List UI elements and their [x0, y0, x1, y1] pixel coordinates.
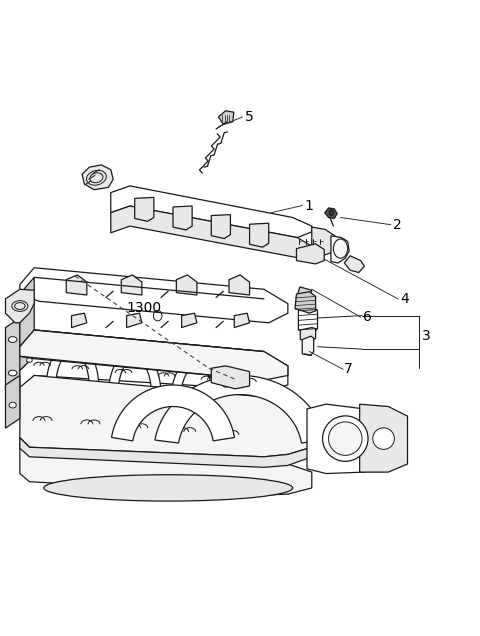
Polygon shape	[250, 223, 269, 247]
Polygon shape	[360, 404, 408, 472]
Ellipse shape	[8, 336, 17, 342]
Polygon shape	[5, 318, 20, 390]
Ellipse shape	[329, 210, 334, 216]
Polygon shape	[170, 356, 223, 406]
Polygon shape	[297, 244, 324, 264]
Polygon shape	[121, 275, 142, 295]
Polygon shape	[176, 275, 197, 295]
Polygon shape	[20, 268, 288, 323]
Polygon shape	[20, 277, 34, 347]
Polygon shape	[111, 385, 234, 441]
Text: 6: 6	[363, 310, 372, 324]
Polygon shape	[5, 289, 34, 323]
Polygon shape	[20, 330, 288, 380]
Ellipse shape	[323, 416, 368, 461]
Text: 3: 3	[422, 329, 431, 343]
Polygon shape	[234, 313, 250, 328]
Polygon shape	[300, 328, 316, 341]
Ellipse shape	[223, 383, 228, 387]
Ellipse shape	[26, 358, 32, 363]
Polygon shape	[299, 308, 318, 333]
Polygon shape	[111, 186, 312, 238]
Ellipse shape	[333, 239, 348, 258]
Polygon shape	[155, 375, 325, 443]
Polygon shape	[111, 206, 312, 258]
Text: 7: 7	[344, 363, 353, 377]
Polygon shape	[20, 432, 312, 495]
Polygon shape	[108, 349, 161, 399]
Polygon shape	[72, 313, 87, 328]
Polygon shape	[181, 313, 197, 328]
Polygon shape	[307, 404, 384, 474]
Polygon shape	[20, 438, 312, 467]
Polygon shape	[15, 330, 34, 399]
Ellipse shape	[8, 370, 17, 376]
Polygon shape	[229, 275, 250, 295]
Polygon shape	[173, 206, 192, 230]
Polygon shape	[20, 330, 288, 390]
Polygon shape	[302, 336, 314, 356]
Polygon shape	[82, 165, 113, 190]
Polygon shape	[324, 208, 337, 218]
Polygon shape	[127, 313, 142, 328]
Polygon shape	[331, 236, 349, 263]
Ellipse shape	[44, 474, 293, 501]
Polygon shape	[20, 375, 312, 457]
Polygon shape	[211, 366, 250, 389]
Polygon shape	[218, 111, 234, 124]
Polygon shape	[211, 214, 230, 238]
Polygon shape	[298, 287, 312, 298]
Polygon shape	[5, 375, 20, 428]
Text: 4: 4	[400, 292, 409, 306]
Polygon shape	[295, 292, 316, 313]
Text: 2: 2	[393, 218, 402, 232]
Ellipse shape	[9, 402, 16, 408]
Polygon shape	[46, 342, 99, 392]
Polygon shape	[135, 197, 154, 221]
Polygon shape	[312, 227, 336, 256]
Text: 5: 5	[245, 110, 253, 124]
Polygon shape	[66, 275, 87, 295]
Text: 1300: 1300	[127, 301, 162, 315]
Ellipse shape	[373, 428, 395, 450]
Text: 1: 1	[305, 198, 313, 212]
Polygon shape	[344, 256, 364, 273]
Ellipse shape	[328, 422, 362, 455]
